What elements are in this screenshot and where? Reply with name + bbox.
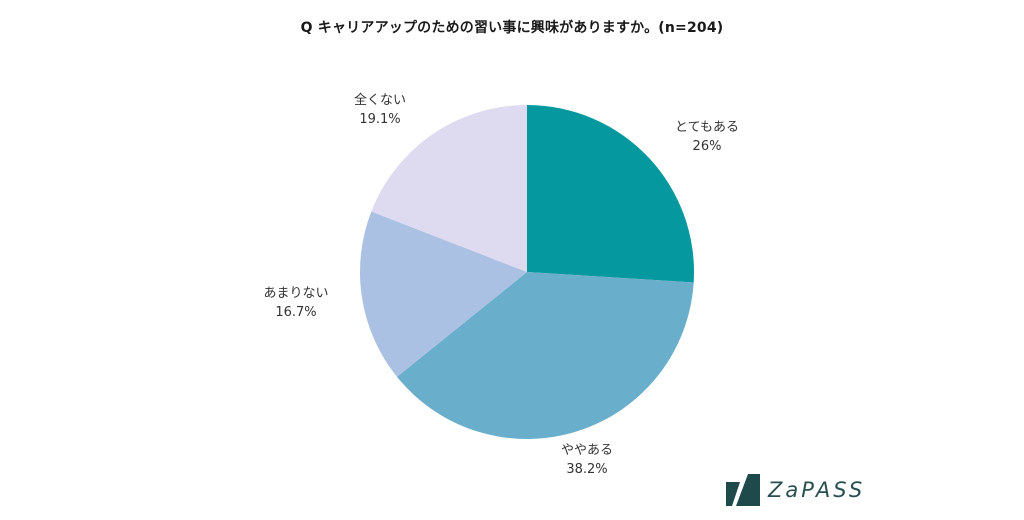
zapass-logo-text: ZaPASS <box>768 478 866 502</box>
slice-value: 38.2% <box>566 462 608 477</box>
pie-slice <box>360 211 527 377</box>
slice-category: あまりない <box>263 286 329 301</box>
slice-label-mattaku-nai: 全くない 19.1% <box>354 91 406 129</box>
pie-slice <box>396 272 694 440</box>
slice-value: 19.1% <box>359 112 401 127</box>
zapass-logo-mark-icon <box>726 474 760 506</box>
slice-label-amari-nai: あまりない 16.7% <box>263 284 328 322</box>
pie-slice <box>527 105 695 283</box>
slice-category: とてもある <box>675 120 739 135</box>
slice-label-totemo-aru: とてもある 26% <box>675 118 739 156</box>
pie-slice <box>371 105 527 272</box>
pie-slices <box>360 105 695 440</box>
zapass-logo: ZaPASS <box>726 474 865 506</box>
chart-title: Q キャリアアップのための習い事に興味がありますか。(n=204) <box>300 20 724 36</box>
slice-label-yaya-aru: ややある 38.2% <box>561 441 613 479</box>
slice-category: ややある <box>560 443 614 458</box>
slice-value: 16.7% <box>275 305 317 320</box>
slice-category: 全くない <box>353 93 407 108</box>
slice-value: 26% <box>692 139 722 154</box>
